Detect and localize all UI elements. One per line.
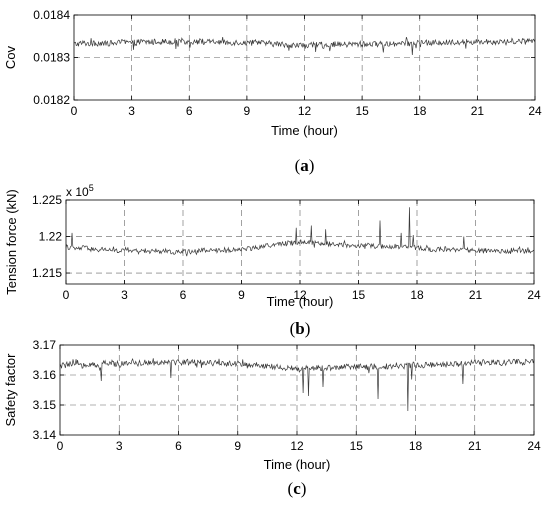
y-tick-label: 3.16 xyxy=(33,368,57,382)
x-tick-label: 3 xyxy=(121,288,128,302)
y-tick-label: 3.14 xyxy=(33,428,57,442)
x-tick-label: 0 xyxy=(71,104,78,118)
y-tick-label: 0.0182 xyxy=(33,93,70,107)
y-axis-label: Cov xyxy=(3,45,18,69)
x-axis-label: Time (hour) xyxy=(271,123,338,138)
x-tick-label: 6 xyxy=(180,288,187,302)
y-axis-label: Safety factor xyxy=(3,353,18,427)
series-line xyxy=(65,207,535,257)
caption-open-paren: ( xyxy=(295,156,301,175)
x-tick-label: 21 xyxy=(471,104,485,118)
y-tick-label: 0.0183 xyxy=(33,51,70,65)
x-tick-label: 15 xyxy=(352,288,366,302)
x-tick-label: 0 xyxy=(63,288,70,302)
x-tick-label: 3 xyxy=(116,439,123,453)
x-tick-label: 21 xyxy=(469,288,483,302)
caption-close-paren: ) xyxy=(301,479,307,498)
caption-open-paren: ( xyxy=(288,479,294,498)
x-tick-label: 12 xyxy=(298,104,312,118)
x-tick-label: 21 xyxy=(468,439,482,453)
x-tick-label: 9 xyxy=(244,104,251,118)
x-tick-label: 3 xyxy=(128,104,135,118)
x-tick-label: 0 xyxy=(57,439,64,453)
x-axis-label: Time (hour) xyxy=(267,294,334,309)
caption-letter: b xyxy=(295,319,304,338)
x-tick-label: 24 xyxy=(527,288,541,302)
x-tick-label: 6 xyxy=(186,104,193,118)
y-scale-exponent: 5 xyxy=(89,183,94,193)
x-tick-label: 24 xyxy=(527,439,541,453)
chart-panel-a: 0 3 6 9 12 15 18 21 24 0.0182 0.0183 0.0184 Time (ho… xyxy=(3,8,542,175)
y-tick-label: 3.15 xyxy=(33,398,57,412)
x-tick-label: 24 xyxy=(528,104,542,118)
caption-letter: c xyxy=(293,479,301,498)
y-tick-label: 1.225 xyxy=(32,193,62,207)
y-axis-label: Tension force (kN) xyxy=(4,189,19,294)
x-tick-label: 6 xyxy=(175,439,182,453)
caption-letter: a xyxy=(300,156,309,175)
panel-caption: (b) xyxy=(290,319,311,338)
x-tick-label: 9 xyxy=(238,288,245,302)
x-tick-label: 12 xyxy=(293,288,307,302)
x-axis-label: Time (hour) xyxy=(264,457,331,472)
x-tick-label: 15 xyxy=(355,104,369,118)
x-tick-label: 18 xyxy=(410,288,424,302)
x-tick-label: 15 xyxy=(350,439,364,453)
caption-close-paren: ) xyxy=(305,319,311,338)
chart-panel-c: 0 3 6 9 12 15 18 21 24 3.14 3.15 3.16 3.17 Time (hour… xyxy=(3,338,541,498)
caption-open-paren: ( xyxy=(290,319,296,338)
y-scale-multiplier: x 105 xyxy=(66,183,94,199)
panel-caption: (c) xyxy=(288,479,307,498)
y-tick-label: 3.17 xyxy=(33,338,57,352)
y-tick-label: 0.0184 xyxy=(33,8,70,22)
caption-close-paren: ) xyxy=(309,156,315,175)
series-line xyxy=(73,36,536,55)
series-line xyxy=(59,358,535,412)
x-tick-label: 18 xyxy=(409,439,423,453)
x-tick-label: 18 xyxy=(413,104,427,118)
panel-caption: (a) xyxy=(295,156,315,175)
x-tick-label: 9 xyxy=(234,439,241,453)
y-tick-label: 1.215 xyxy=(32,266,62,280)
x-tick-label: 12 xyxy=(290,439,304,453)
chart-panel-b: 0 3 6 9 12 15 18 21 24 1.215 1.22 1.225 x 105 Time (h… xyxy=(4,183,541,338)
y-tick-label: 1.22 xyxy=(39,230,63,244)
